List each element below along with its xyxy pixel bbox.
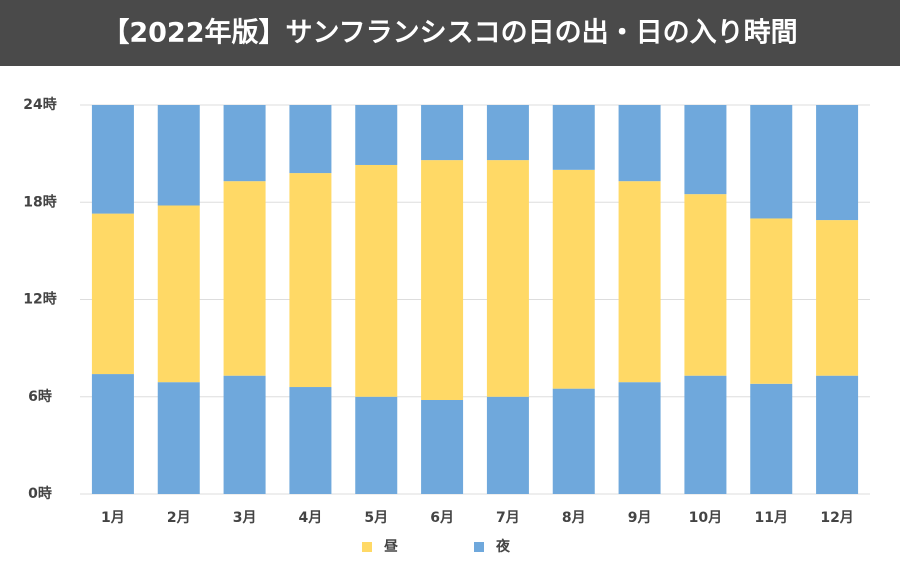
bar-segment — [91, 105, 134, 214]
bar-segment — [91, 213, 134, 375]
bar-segment — [552, 105, 595, 170]
bar-segment — [355, 164, 398, 397]
bar-segment — [552, 169, 595, 389]
bar-segment — [816, 220, 859, 376]
bar-segment — [355, 105, 398, 165]
bar-segment — [684, 105, 727, 195]
bar-segment — [421, 399, 464, 494]
y-tick-label: 6時 — [28, 388, 52, 405]
bar-segment — [157, 205, 200, 383]
legend-swatch — [474, 542, 484, 552]
legend-label: 夜 — [495, 538, 511, 555]
bar-segment — [816, 375, 859, 494]
x-tick-label: 4月 — [299, 510, 323, 526]
y-tick-label: 18時 — [23, 193, 56, 210]
x-tick-label: 7月 — [496, 510, 520, 526]
legend-label: 昼 — [384, 539, 398, 555]
x-tick-label: 3月 — [233, 510, 257, 526]
bar-segment — [223, 105, 266, 182]
x-tick-label: 8月 — [562, 510, 586, 526]
x-tick-label: 2月 — [167, 510, 191, 526]
bar-segment — [157, 382, 200, 494]
legend-swatch — [362, 542, 372, 552]
bar-segment — [618, 105, 661, 182]
x-tick-label: 12月 — [820, 510, 853, 526]
bar-segment — [157, 105, 200, 206]
y-tick-label: 12時 — [23, 291, 56, 308]
y-tick-label: 0時 — [28, 485, 52, 502]
bar-segment — [684, 194, 727, 376]
x-tick-label: 9月 — [628, 510, 652, 526]
bar-segment — [618, 382, 661, 494]
bar-segment — [289, 387, 332, 494]
bar-segment — [289, 105, 332, 174]
bar-segment — [355, 396, 398, 494]
x-tick-label: 6月 — [430, 510, 454, 526]
bar-segment — [750, 383, 793, 494]
header-bar — [0, 0, 900, 66]
bar-segment — [91, 374, 134, 494]
x-tick-label: 10月 — [689, 510, 722, 526]
bar-segment — [552, 388, 595, 494]
bar-segment — [618, 181, 661, 383]
bar-segment — [421, 160, 464, 400]
bar-segment — [750, 218, 793, 384]
chart-title: 【2022年版】サンフランシスコの日の出・日の入り時間 — [102, 17, 797, 49]
x-tick-label: 1月 — [101, 510, 125, 526]
bar-segment — [486, 396, 529, 494]
bar-segment — [684, 375, 727, 494]
bar-segment — [421, 105, 464, 161]
bar-segment — [750, 105, 793, 219]
bar-segment — [816, 105, 859, 221]
y-tick-label: 24時 — [23, 96, 56, 113]
x-tick-label: 5月 — [364, 510, 388, 526]
bar-segment — [486, 160, 529, 397]
x-tick-label: 11月 — [755, 510, 788, 526]
bar-segment — [223, 181, 266, 376]
bar-segment — [289, 173, 332, 388]
bar-segment — [223, 375, 266, 494]
bar-segment — [486, 105, 529, 161]
